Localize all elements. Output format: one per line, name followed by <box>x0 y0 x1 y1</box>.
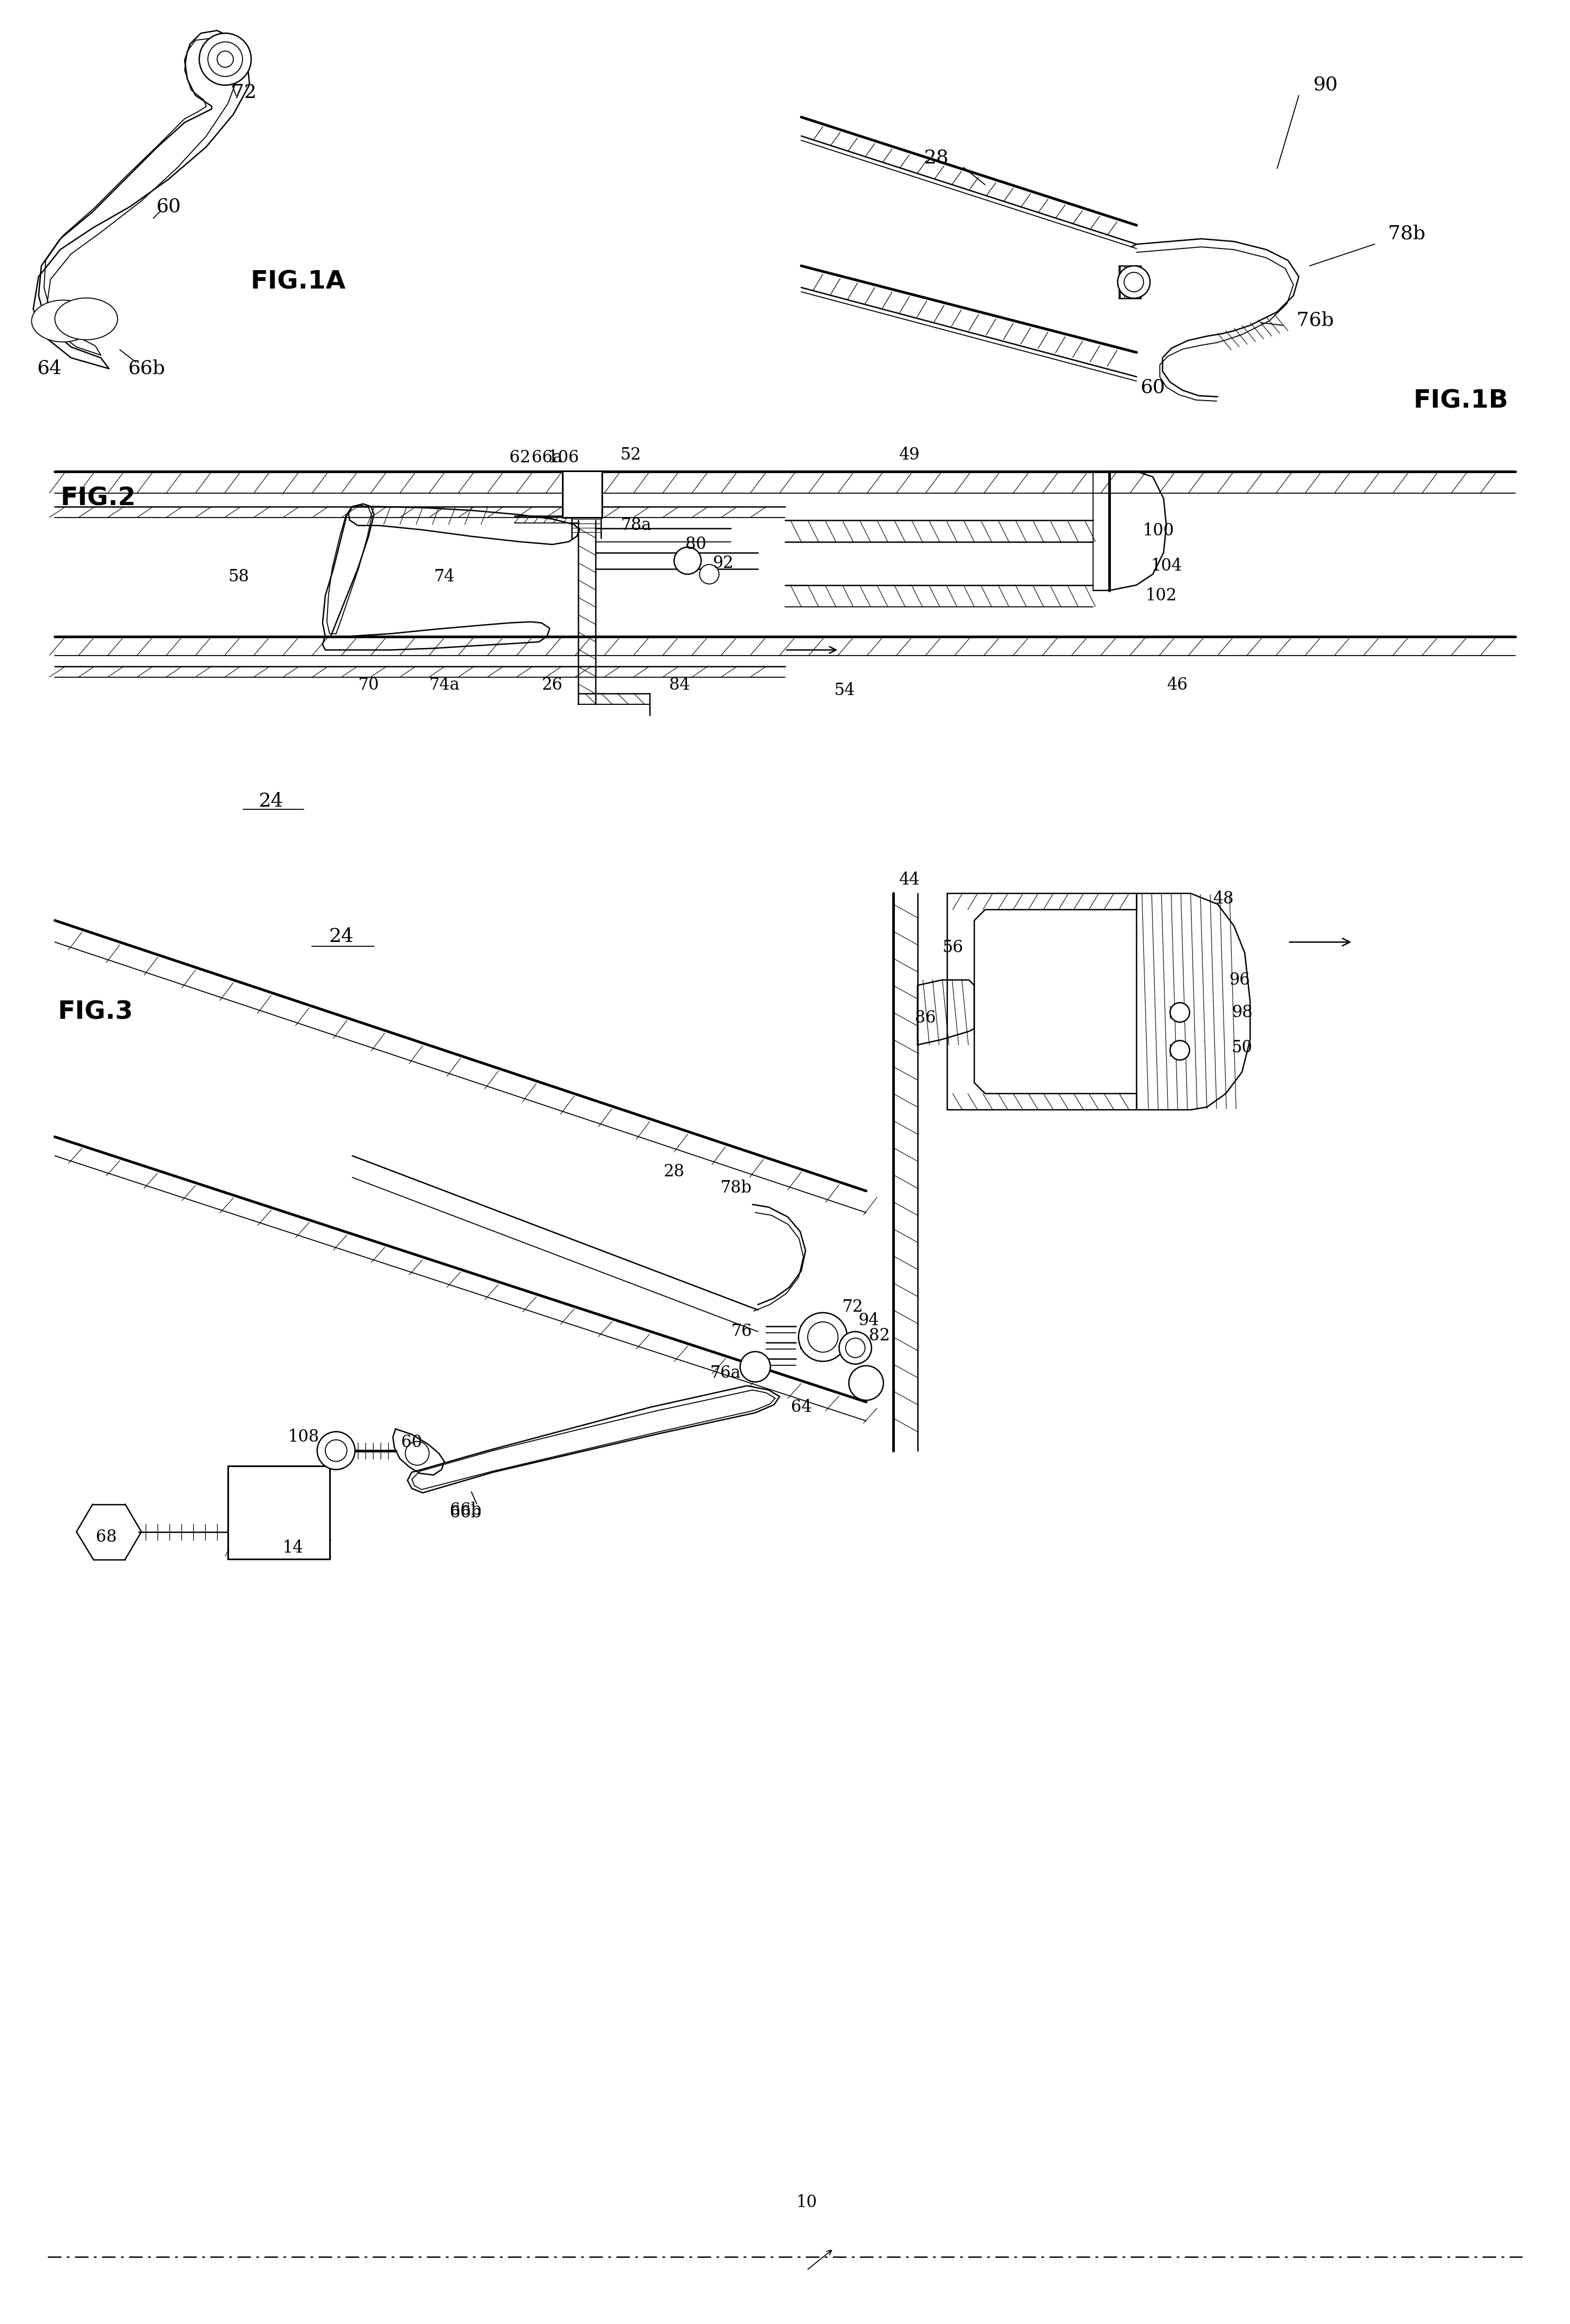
Text: 66b: 66b <box>451 1501 482 1518</box>
Text: 106: 106 <box>548 449 579 467</box>
Bar <box>228 1466 330 1559</box>
Text: 14: 14 <box>283 1538 303 1557</box>
Text: 66a: 66a <box>532 449 562 467</box>
Ellipse shape <box>849 1367 884 1401</box>
Text: FIG.1B: FIG.1B <box>1413 388 1509 414</box>
Text: 24: 24 <box>259 792 284 811</box>
Ellipse shape <box>807 1322 838 1353</box>
Text: 92: 92 <box>713 555 733 572</box>
Ellipse shape <box>217 51 234 67</box>
Text: 98: 98 <box>1231 1004 1253 1020</box>
Text: 49: 49 <box>900 446 920 462</box>
Text: 76b: 76b <box>1297 311 1333 330</box>
Polygon shape <box>33 30 250 370</box>
Text: 60: 60 <box>402 1434 422 1450</box>
Text: 108: 108 <box>287 1429 319 1446</box>
Text: 102: 102 <box>1145 588 1176 604</box>
Text: 78a: 78a <box>620 518 652 535</box>
Text: 84: 84 <box>669 676 689 693</box>
Polygon shape <box>322 623 550 651</box>
Text: 66b: 66b <box>129 360 165 379</box>
Text: 74a: 74a <box>429 676 460 693</box>
Polygon shape <box>947 892 1137 1111</box>
Text: 28: 28 <box>925 149 948 167</box>
Text: 86: 86 <box>915 1009 936 1027</box>
Text: 72: 72 <box>842 1299 864 1315</box>
Text: 46: 46 <box>1167 676 1187 693</box>
Text: 54: 54 <box>834 683 856 700</box>
Text: 74: 74 <box>433 569 455 586</box>
Ellipse shape <box>199 33 251 86</box>
Text: 58: 58 <box>228 569 250 586</box>
Polygon shape <box>392 1429 444 1476</box>
Text: 48: 48 <box>1212 890 1234 906</box>
Text: FIG.2: FIG.2 <box>60 486 137 511</box>
Text: 90: 90 <box>1314 74 1338 93</box>
Text: 78b: 78b <box>1388 223 1426 242</box>
Text: 78b: 78b <box>721 1181 752 1197</box>
Text: 56: 56 <box>942 939 962 955</box>
Polygon shape <box>411 1390 776 1490</box>
Polygon shape <box>408 1385 780 1492</box>
Ellipse shape <box>674 546 702 574</box>
Text: 80: 80 <box>685 537 707 553</box>
Ellipse shape <box>799 1313 848 1362</box>
Text: 68: 68 <box>96 1529 116 1545</box>
Text: 10: 10 <box>796 2194 816 2210</box>
Text: 76a: 76a <box>710 1364 741 1383</box>
Ellipse shape <box>700 565 719 583</box>
Ellipse shape <box>31 300 94 342</box>
Text: 50: 50 <box>1231 1039 1253 1055</box>
Polygon shape <box>322 504 374 637</box>
Polygon shape <box>1137 892 1250 1111</box>
Text: 96: 96 <box>1229 971 1250 988</box>
Ellipse shape <box>1170 1002 1190 1023</box>
Text: 60: 60 <box>1140 379 1165 397</box>
Text: 60: 60 <box>155 198 181 216</box>
Ellipse shape <box>405 1441 429 1464</box>
Text: FIG.3: FIG.3 <box>58 999 133 1025</box>
Polygon shape <box>44 40 236 356</box>
Ellipse shape <box>846 1339 865 1357</box>
Ellipse shape <box>1170 1041 1190 1060</box>
Text: 104: 104 <box>1151 558 1182 574</box>
Text: 100: 100 <box>1143 523 1174 539</box>
Text: 62: 62 <box>509 449 531 467</box>
Ellipse shape <box>55 297 118 339</box>
Ellipse shape <box>838 1332 871 1364</box>
Text: 94: 94 <box>859 1313 879 1329</box>
Text: 66b: 66b <box>451 1504 482 1522</box>
Text: 64: 64 <box>38 360 61 379</box>
Ellipse shape <box>739 1353 771 1383</box>
Text: FIG.1A: FIG.1A <box>251 270 345 295</box>
Text: 64: 64 <box>791 1399 812 1415</box>
Ellipse shape <box>325 1441 347 1462</box>
Text: 82: 82 <box>870 1327 890 1343</box>
Text: 26: 26 <box>542 676 564 693</box>
Text: 52: 52 <box>620 446 642 462</box>
Ellipse shape <box>317 1432 355 1469</box>
Text: 24: 24 <box>330 927 353 946</box>
Ellipse shape <box>1118 265 1151 297</box>
Text: 72: 72 <box>232 84 256 102</box>
Ellipse shape <box>1124 272 1143 293</box>
Polygon shape <box>327 504 372 634</box>
Text: 70: 70 <box>358 676 378 693</box>
Text: 76: 76 <box>732 1322 752 1341</box>
Bar <box>562 472 601 518</box>
Ellipse shape <box>207 42 242 77</box>
Polygon shape <box>349 507 579 544</box>
Polygon shape <box>917 981 975 1046</box>
Text: 44: 44 <box>900 872 920 888</box>
Text: 28: 28 <box>664 1164 685 1181</box>
